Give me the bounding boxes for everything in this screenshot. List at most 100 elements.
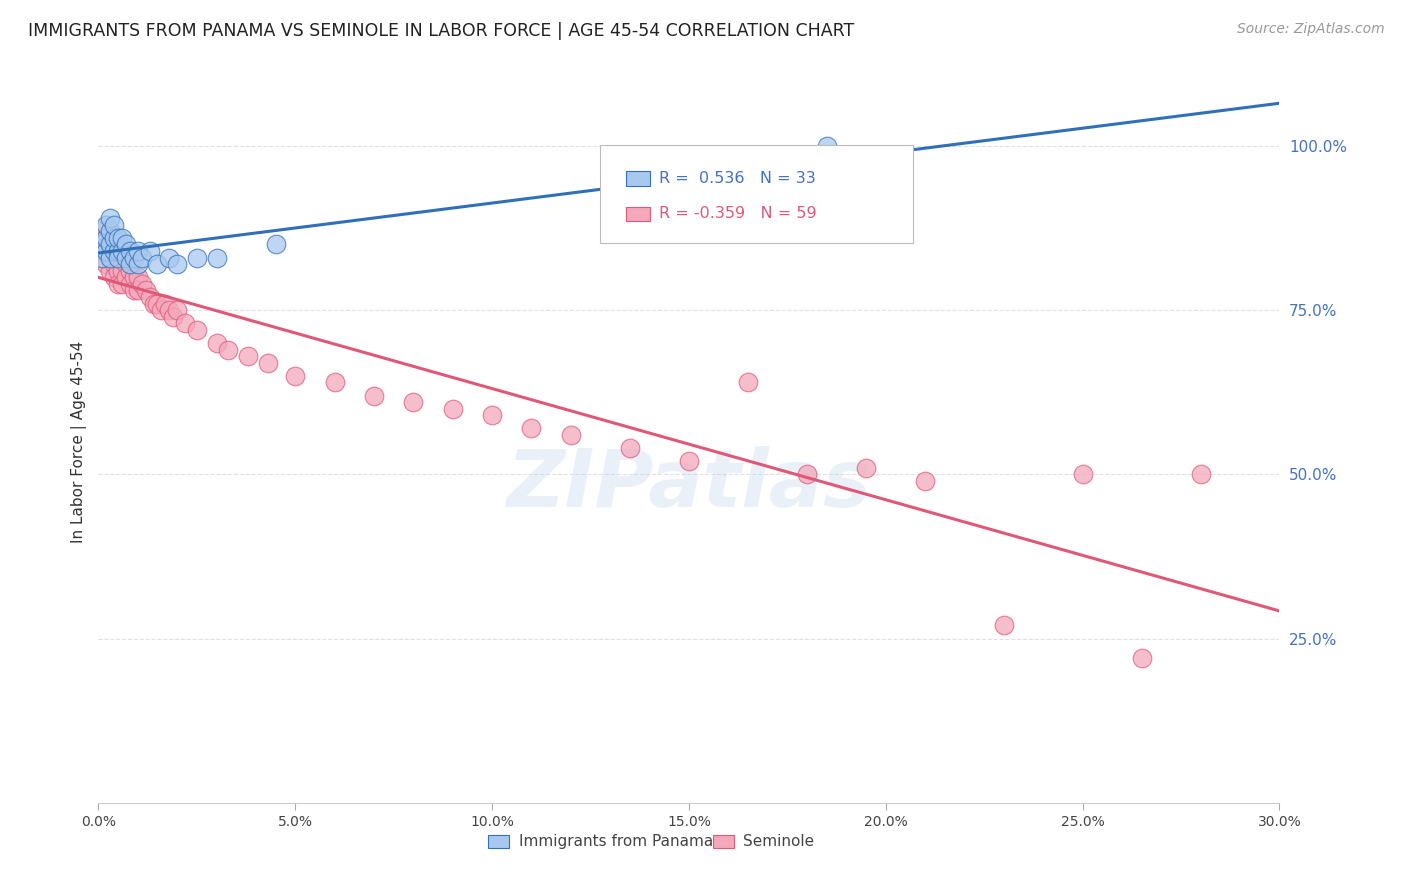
Point xyxy=(441,401,464,416)
Point xyxy=(96,218,118,232)
Point xyxy=(98,251,121,265)
Point xyxy=(481,409,503,423)
Point xyxy=(98,264,121,278)
Point xyxy=(91,251,114,265)
Point xyxy=(103,218,125,232)
Point xyxy=(115,237,138,252)
Point xyxy=(107,264,129,278)
Point xyxy=(98,251,121,265)
Point xyxy=(111,251,134,265)
FancyBboxPatch shape xyxy=(626,171,650,186)
Point xyxy=(560,428,582,442)
Y-axis label: In Labor Force | Age 45-54: In Labor Force | Age 45-54 xyxy=(72,341,87,542)
Point xyxy=(96,231,118,245)
Point xyxy=(111,264,134,278)
Point xyxy=(91,244,114,258)
Text: IMMIGRANTS FROM PANAMA VS SEMINOLE IN LABOR FORCE | AGE 45-54 CORRELATION CHART: IMMIGRANTS FROM PANAMA VS SEMINOLE IN LA… xyxy=(28,22,855,40)
Point xyxy=(107,251,129,265)
Point xyxy=(127,257,149,271)
Point xyxy=(205,251,228,265)
Point xyxy=(131,251,153,265)
Point xyxy=(155,296,177,310)
Point xyxy=(796,467,818,482)
Point xyxy=(103,270,125,285)
Point xyxy=(256,356,278,370)
Point xyxy=(103,231,125,245)
Point xyxy=(855,460,877,475)
Point xyxy=(107,251,129,265)
Point xyxy=(98,237,121,252)
Point xyxy=(157,303,180,318)
Point xyxy=(118,244,141,258)
Point xyxy=(118,257,141,271)
Point xyxy=(157,251,180,265)
Point xyxy=(619,441,641,455)
Point xyxy=(127,270,149,285)
Point xyxy=(107,277,129,291)
Point xyxy=(118,277,141,291)
Point xyxy=(150,303,173,318)
Point xyxy=(236,349,259,363)
Text: Immigrants from Panama: Immigrants from Panama xyxy=(519,834,713,849)
Text: ZIPatlas: ZIPatlas xyxy=(506,446,872,524)
Point xyxy=(122,270,145,285)
Point xyxy=(135,284,157,298)
Point xyxy=(264,237,287,252)
Point xyxy=(107,231,129,245)
Point xyxy=(96,231,118,245)
Point xyxy=(284,368,307,383)
Point xyxy=(111,244,134,258)
Point xyxy=(174,316,197,330)
Text: Seminole: Seminole xyxy=(744,834,814,849)
Point xyxy=(815,139,838,153)
Point xyxy=(1189,467,1212,482)
Point xyxy=(91,224,114,238)
Point xyxy=(127,244,149,258)
Text: Source: ZipAtlas.com: Source: ZipAtlas.com xyxy=(1237,22,1385,37)
Point xyxy=(737,376,759,390)
Point xyxy=(993,618,1015,632)
Point xyxy=(138,290,160,304)
Point xyxy=(205,336,228,351)
Point xyxy=(217,343,239,357)
Text: R =  0.536   N = 33: R = 0.536 N = 33 xyxy=(659,171,815,186)
Point xyxy=(520,421,543,435)
Point xyxy=(146,257,169,271)
Point xyxy=(96,244,118,258)
Point xyxy=(402,395,425,409)
Point xyxy=(91,237,114,252)
Point xyxy=(914,474,936,488)
Point xyxy=(111,231,134,245)
Point xyxy=(166,257,188,271)
Point xyxy=(186,251,208,265)
FancyBboxPatch shape xyxy=(626,207,650,221)
Point xyxy=(1071,467,1094,482)
Point xyxy=(111,277,134,291)
Point xyxy=(98,224,121,238)
Point xyxy=(98,237,121,252)
Point xyxy=(96,244,118,258)
Point xyxy=(146,296,169,310)
Point xyxy=(166,303,188,318)
FancyBboxPatch shape xyxy=(713,835,734,847)
Point xyxy=(678,454,700,468)
Point xyxy=(115,270,138,285)
Point xyxy=(1130,651,1153,665)
Text: R = -0.359   N = 59: R = -0.359 N = 59 xyxy=(659,206,817,221)
Point xyxy=(115,251,138,265)
FancyBboxPatch shape xyxy=(488,835,509,847)
Point xyxy=(142,296,165,310)
Point xyxy=(96,257,118,271)
Point xyxy=(103,244,125,258)
Point xyxy=(103,244,125,258)
Point xyxy=(122,284,145,298)
Point xyxy=(127,284,149,298)
Point xyxy=(98,211,121,226)
Point xyxy=(186,323,208,337)
Point xyxy=(162,310,184,324)
Point xyxy=(363,388,385,402)
Point xyxy=(138,244,160,258)
Point xyxy=(323,376,346,390)
FancyBboxPatch shape xyxy=(600,145,914,243)
Point xyxy=(107,244,129,258)
